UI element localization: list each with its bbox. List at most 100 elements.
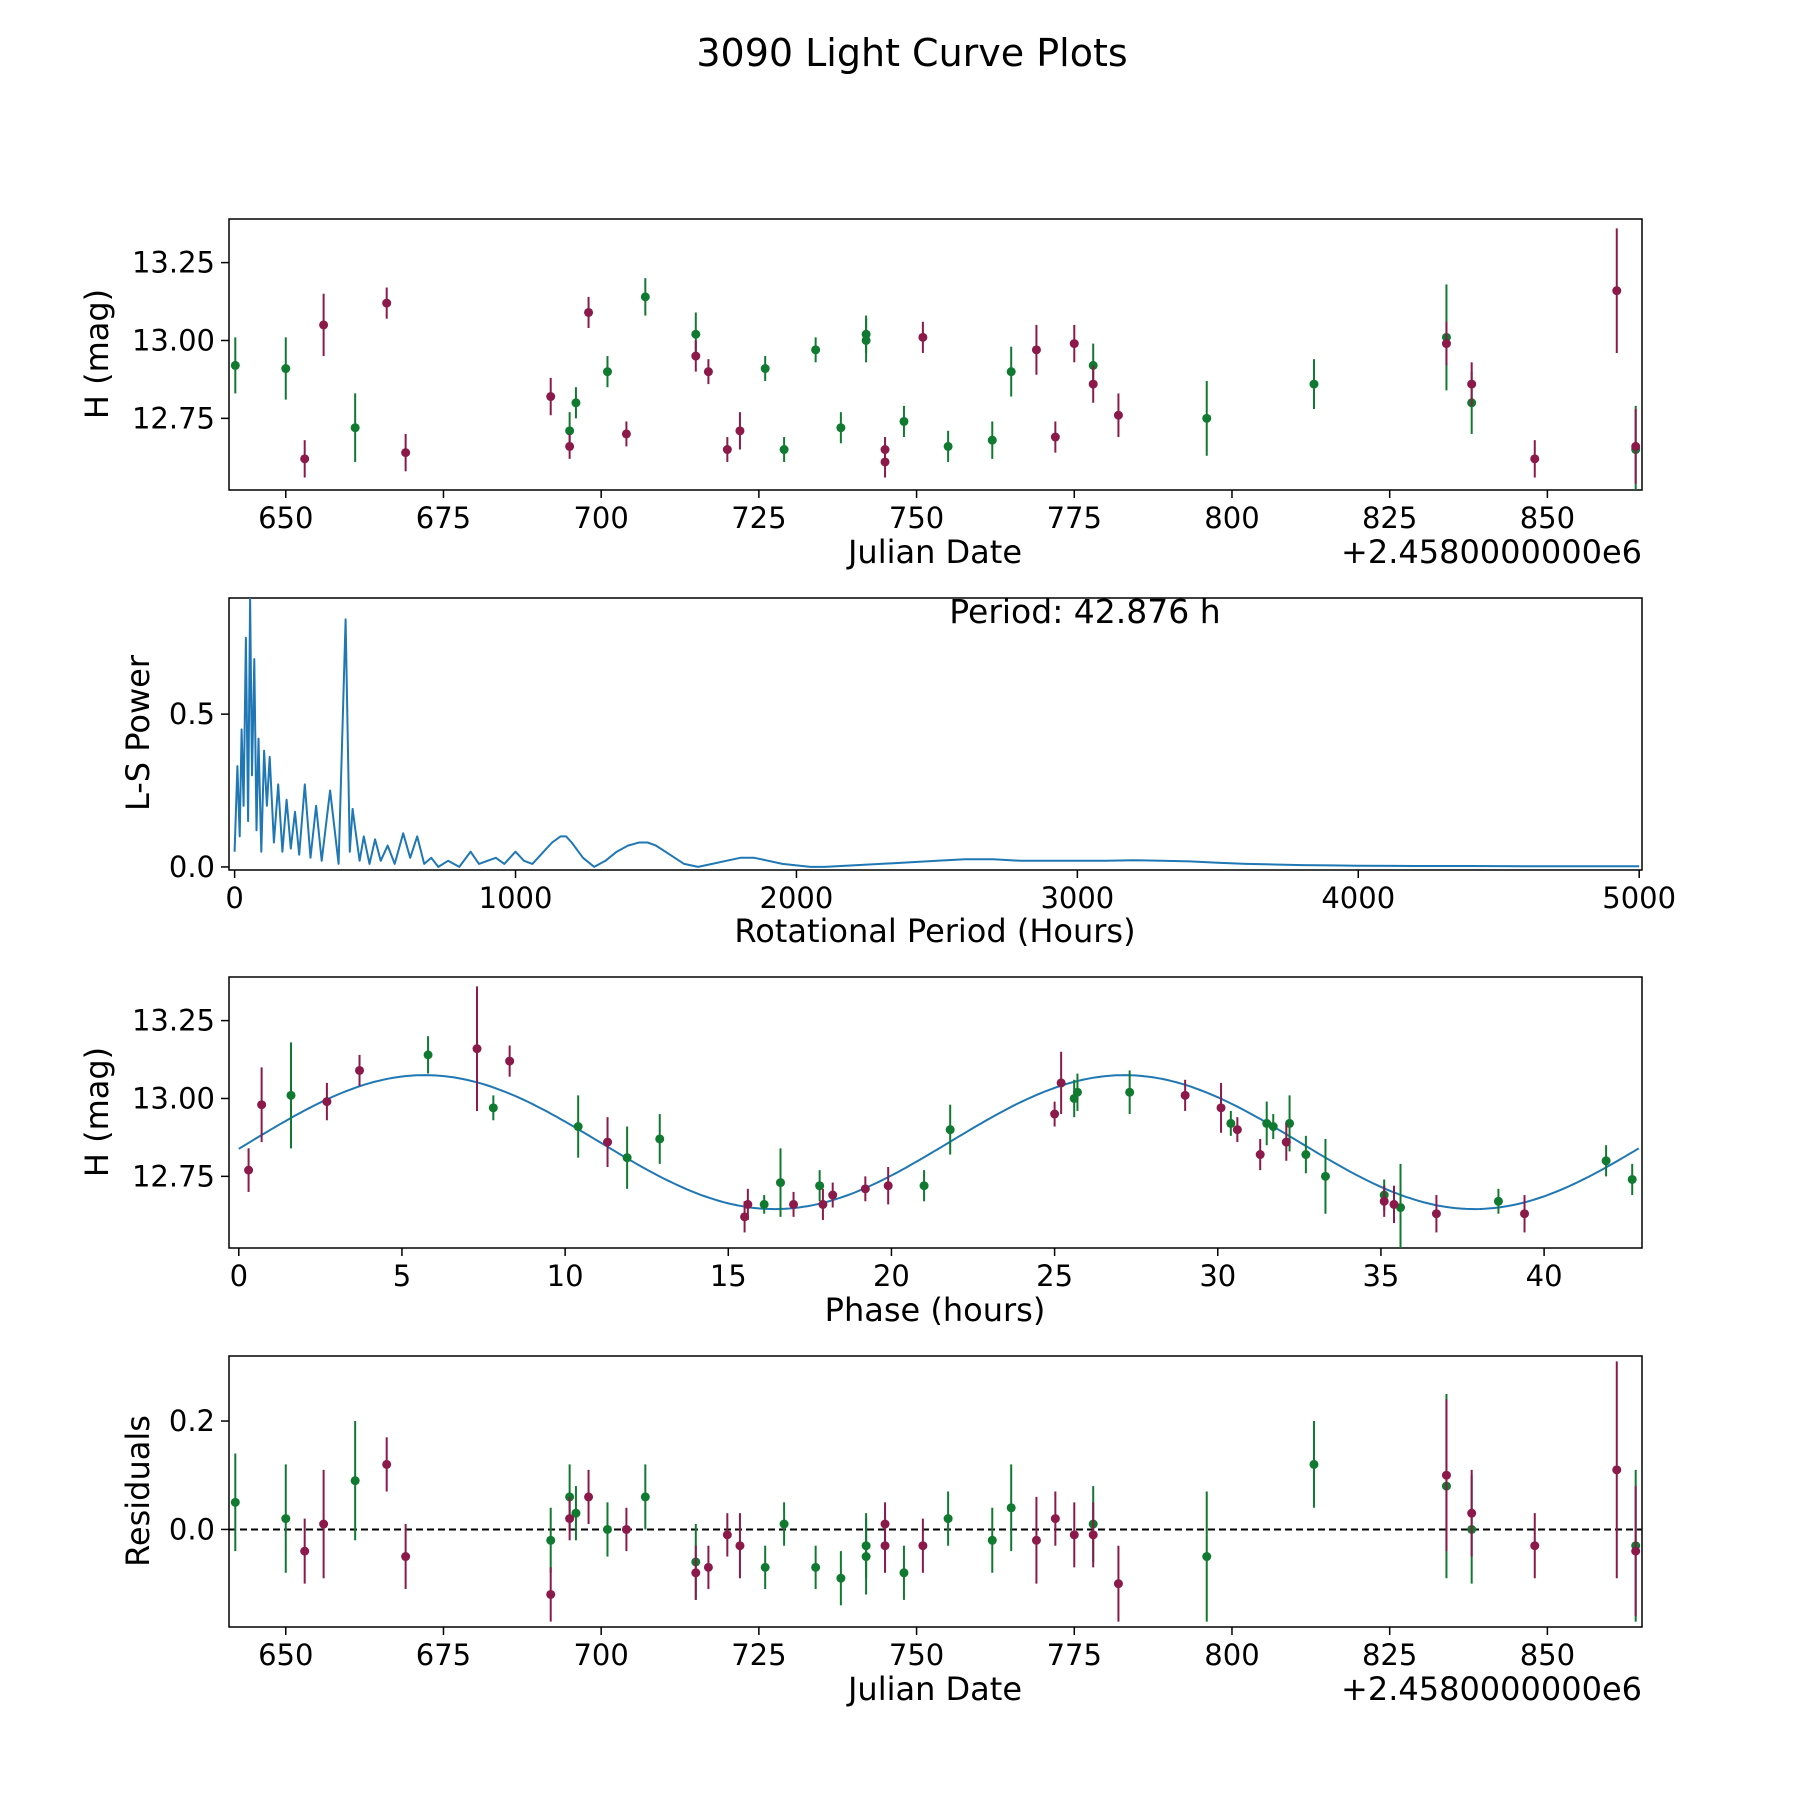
x-tick-label: 775 <box>1047 1638 1102 1672</box>
magenta-point <box>1467 1508 1477 1518</box>
green-point <box>573 1122 583 1132</box>
x-tick-label: 25 <box>1036 1259 1073 1293</box>
green-point <box>546 1535 556 1545</box>
green-point <box>987 1535 997 1545</box>
x-tick-label: 3000 <box>1040 881 1114 915</box>
green-point <box>350 1476 360 1486</box>
magenta-point <box>1631 441 1641 451</box>
x-tick-label: 675 <box>416 1638 471 1672</box>
green-point <box>1285 1118 1295 1128</box>
y-tick-label: 13.25 <box>132 1004 215 1038</box>
green-point <box>836 423 846 433</box>
green-point <box>760 1562 770 1572</box>
magenta-point <box>1180 1090 1190 1100</box>
magenta-point <box>883 1181 893 1191</box>
green-point <box>565 426 575 436</box>
magenta-point <box>1530 1541 1540 1551</box>
magenta-point <box>722 1530 732 1540</box>
magenta-point <box>1232 1125 1242 1135</box>
magenta-point <box>603 1137 613 1147</box>
green-point <box>861 329 871 339</box>
green-point <box>1320 1171 1330 1181</box>
green-point <box>1627 1174 1637 1184</box>
x-tick-label: 850 <box>1520 1638 1575 1672</box>
green-point <box>943 441 953 451</box>
magenta-point <box>382 298 392 308</box>
x-tick-label: 0 <box>230 1259 248 1293</box>
magenta-point <box>1113 1579 1123 1589</box>
x-tick-label: 750 <box>889 501 944 535</box>
green-point <box>1202 1552 1212 1562</box>
residuals-y-label: Residuals <box>119 1415 157 1567</box>
green-point <box>230 1497 240 1507</box>
periodogram-x-label: Rotational Period (Hours) <box>734 912 1135 950</box>
green-point <box>350 423 360 433</box>
magenta-point <box>300 1546 310 1556</box>
green-point <box>899 416 909 426</box>
y-tick-label: 13.00 <box>132 1081 215 1115</box>
magenta-point <box>735 426 745 436</box>
y-tick-label: 0.0 <box>169 1512 215 1546</box>
y-tick-label: 0.2 <box>169 1404 215 1438</box>
residuals-x-label: Julian Date <box>846 1670 1022 1708</box>
green-point <box>655 1134 665 1144</box>
green-point <box>571 1508 581 1518</box>
green-point <box>622 1153 632 1163</box>
green-point <box>1601 1156 1611 1166</box>
magenta-point <box>818 1199 828 1209</box>
green-point <box>861 1552 871 1562</box>
x-tick-label: 800 <box>1204 1638 1259 1672</box>
green-point <box>1072 1087 1082 1097</box>
periodogram-y-ticks: 0.0 0.5 <box>169 697 229 884</box>
x-tick-label: 5 <box>393 1259 411 1293</box>
lightcurve-y-label: H (mag) <box>78 289 116 419</box>
residuals-marks <box>229 1361 1642 1622</box>
magenta-point <box>743 1199 753 1209</box>
residuals-x-offset: +2.4580000000e6 <box>1341 1670 1642 1708</box>
green-point <box>1125 1087 1135 1097</box>
magenta-point <box>621 429 631 439</box>
magenta-point <box>546 392 556 402</box>
magenta-point <box>735 1541 745 1551</box>
x-tick-label: 725 <box>731 1638 786 1672</box>
magenta-point <box>789 1199 799 1209</box>
green-point <box>779 445 789 455</box>
green-point <box>759 1199 769 1209</box>
x-tick-label: 2000 <box>760 881 834 915</box>
magenta-point <box>244 1165 254 1175</box>
magenta-point <box>565 441 575 451</box>
magenta-point <box>319 320 329 330</box>
green-point <box>1226 1118 1236 1128</box>
green-point <box>815 1181 825 1191</box>
periodogram-line <box>233 598 1640 868</box>
green-point <box>779 1519 789 1529</box>
green-point <box>760 364 770 374</box>
green-point <box>1202 413 1212 423</box>
green-point <box>775 1178 785 1188</box>
residuals-panel: 650 675 700 725 750 775 800 825 850 0.0 0.2 Julia… <box>119 1355 1643 1708</box>
magenta-point <box>1389 1199 1399 1209</box>
lightcurve-axes-frame <box>228 218 1643 491</box>
lightcurve-y-ticks: 12.75 13.00 13.25 <box>132 246 229 435</box>
lightcurve-x-label: Julian Date <box>846 533 1022 571</box>
y-tick-label: 0.5 <box>169 697 215 731</box>
phase-axes-frame <box>228 976 1643 1249</box>
magenta-point <box>860 1184 870 1194</box>
x-tick-label: 775 <box>1047 501 1102 535</box>
magenta-point <box>1281 1137 1291 1147</box>
magenta-point <box>703 367 713 377</box>
magenta-point <box>1441 339 1451 349</box>
magenta-point <box>691 351 701 361</box>
magenta-point <box>1431 1209 1441 1219</box>
period-annotation: Period: 42.876 h <box>949 592 1220 631</box>
x-tick-label: 4000 <box>1321 881 1395 915</box>
residuals-x-ticks: 650 675 700 725 750 775 800 825 850 <box>258 1627 1575 1672</box>
green-point <box>1301 1150 1311 1160</box>
magenta-point <box>880 1541 890 1551</box>
magenta-point <box>1069 339 1079 349</box>
magenta-point <box>1031 345 1041 355</box>
lightcurve-marks <box>230 228 1641 490</box>
magenta-point <box>300 454 310 464</box>
magenta-point <box>691 1568 701 1578</box>
green-point <box>602 367 612 377</box>
